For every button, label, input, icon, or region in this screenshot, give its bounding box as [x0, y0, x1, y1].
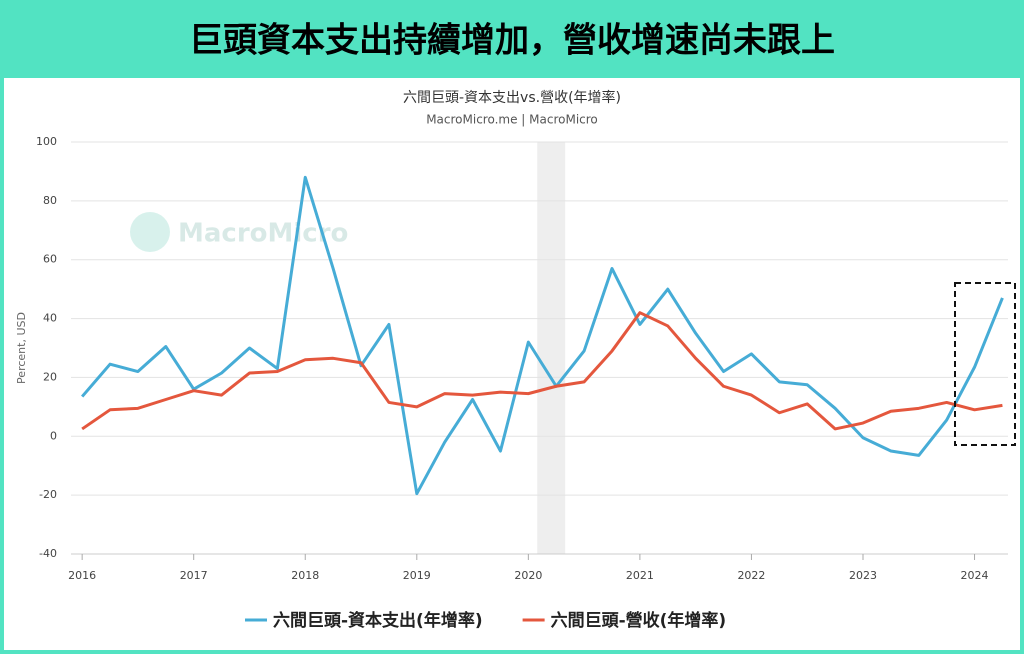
x-tick-label: 2017 [180, 569, 208, 582]
y-tick-label: 100 [36, 135, 57, 148]
y-tick-label: 40 [43, 312, 57, 325]
y-tick-label: -40 [39, 547, 57, 560]
x-tick-label: 2022 [737, 569, 765, 582]
legend-label: 六間巨頭-資本支出(年增率) [273, 610, 483, 631]
watermark-group: MacroMicro [130, 212, 348, 252]
y-axis-label: Percent, USD [15, 312, 28, 384]
x-tick-label: 2016 [68, 569, 96, 582]
x-tick-label: 2019 [403, 569, 431, 582]
series-line [81, 175, 1004, 496]
highlight-box [954, 282, 1016, 446]
y-tick-label: 60 [43, 253, 57, 266]
shaded-region [537, 142, 566, 554]
y-tick-label: 20 [43, 370, 57, 383]
x-tick-label: 2021 [626, 569, 654, 582]
x-tick-label: 2023 [849, 569, 877, 582]
series-line [81, 311, 1003, 431]
x-tick-label: 2018 [291, 569, 319, 582]
chart-title: 六間巨頭-資本支出vs.營收(年增率) [403, 89, 621, 106]
y-tick-label: -20 [39, 488, 57, 501]
x-tick-label: 2020 [514, 569, 542, 582]
watermark-logo [130, 212, 170, 252]
y-tick-label: 80 [43, 194, 57, 207]
x-tick-label: 2024 [961, 569, 989, 582]
panel [4, 78, 1020, 650]
y-tick-label: 0 [50, 429, 57, 442]
legend-label: 六間巨頭-營收(年增率) [551, 610, 727, 631]
banner-title: 巨頭資本支出持續增加，營收增速尚未跟上 [189, 21, 835, 61]
chart-subtitle: MacroMicro.me | MacroMicro [426, 113, 598, 127]
